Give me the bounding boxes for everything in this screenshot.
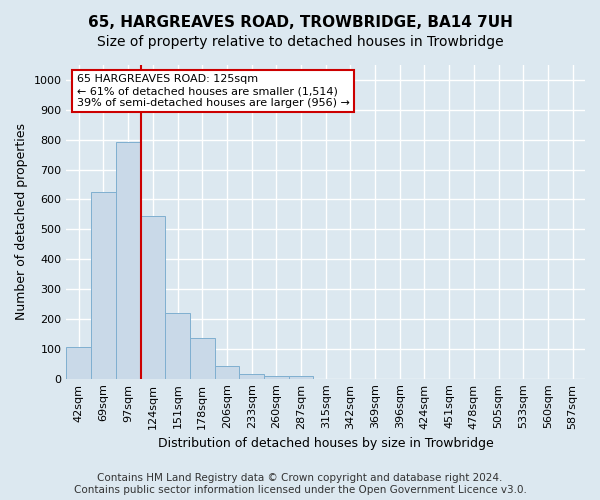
Text: Size of property relative to detached houses in Trowbridge: Size of property relative to detached ho…: [97, 35, 503, 49]
Text: 65, HARGREAVES ROAD, TROWBRIDGE, BA14 7UH: 65, HARGREAVES ROAD, TROWBRIDGE, BA14 7U…: [88, 15, 512, 30]
Bar: [165, 313, 190, 378]
Bar: [116, 142, 140, 378]
Bar: [190, 338, 215, 378]
Bar: [67, 348, 91, 378]
Bar: [215, 366, 239, 378]
X-axis label: Distribution of detached houses by size in Trowbridge: Distribution of detached houses by size …: [158, 437, 494, 450]
Bar: [239, 374, 264, 378]
Text: Contains HM Land Registry data © Crown copyright and database right 2024.
Contai: Contains HM Land Registry data © Crown c…: [74, 474, 526, 495]
Bar: [91, 192, 116, 378]
Bar: [264, 376, 289, 378]
Bar: [289, 376, 313, 378]
Y-axis label: Number of detached properties: Number of detached properties: [15, 124, 28, 320]
Bar: [140, 216, 165, 378]
Text: 65 HARGREAVES ROAD: 125sqm
← 61% of detached houses are smaller (1,514)
39% of s: 65 HARGREAVES ROAD: 125sqm ← 61% of deta…: [77, 74, 350, 108]
